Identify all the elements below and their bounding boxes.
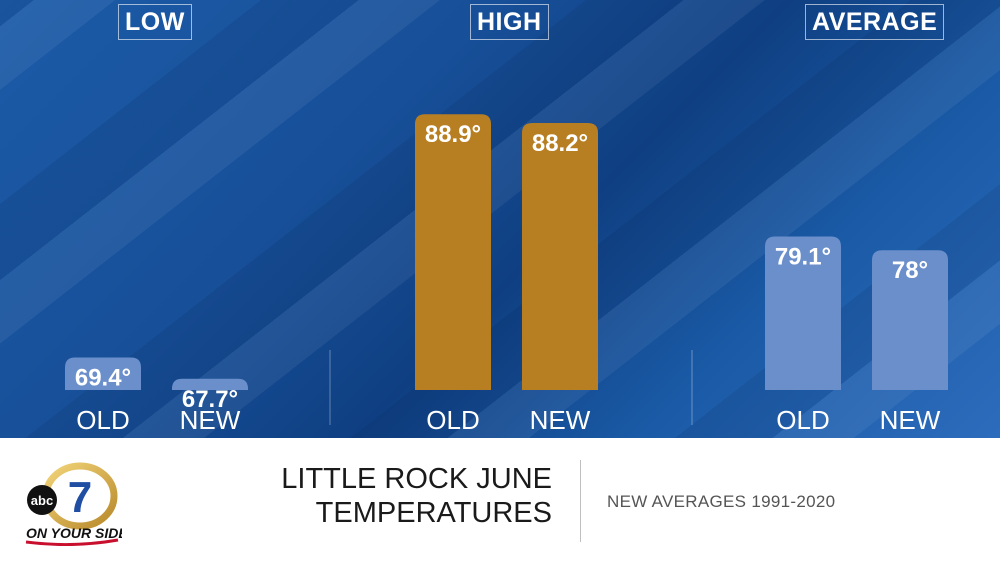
abc-circle-icon [27,485,57,515]
bar-high-old [415,114,491,390]
logo-tagline: ON YOUR SIDE [26,525,122,541]
category-label: NEW [180,405,241,435]
category-label: NEW [530,405,591,435]
footer-bar: 7 abc ON YOUR SIDE LITTLE ROCK JUNE TEMP… [0,438,1000,563]
logo-abc-text: abc [31,493,53,508]
bar-average-old [765,236,841,390]
bar-low-old [65,357,141,390]
data-label: 78° [892,257,928,284]
chart-panel: 69.4° OLD 67.7° NEW 88.9° OLD 88.2° NEW 79.1° OLD… [0,0,1000,438]
footer-title: LITTLE ROCK JUNE TEMPERATURES [281,463,552,529]
data-label: 88.2° [532,130,588,157]
category-label: OLD [76,405,129,435]
category-label: NEW [880,405,941,435]
category-label: OLD [776,405,829,435]
data-label: 88.9° [425,121,481,148]
bar-low-new [172,378,248,390]
bar-chart: 69.4°OLD67.7°NEW88.9°OLD88.2°NEW79.1°OLD… [65,114,948,435]
station-logo: 7 abc ON YOUR SIDE [25,462,122,546]
group-title-average: AVERAGE [805,4,945,40]
data-label: 79.1° [775,244,831,271]
category-label: OLD [426,405,479,435]
data-label: 67.7° [182,386,238,413]
footer-subtitle: NEW AVERAGES 1991-2020 [607,492,836,511]
logo-number: 7 [68,473,92,522]
footer-divider [580,460,581,542]
bar-average-new [872,250,948,390]
group-title-low: LOW [118,4,192,40]
logo-swoosh-icon [25,538,119,546]
group-title-high: HIGH [470,4,549,40]
bar-high-new [522,122,598,390]
data-label: 69.4° [75,365,131,392]
